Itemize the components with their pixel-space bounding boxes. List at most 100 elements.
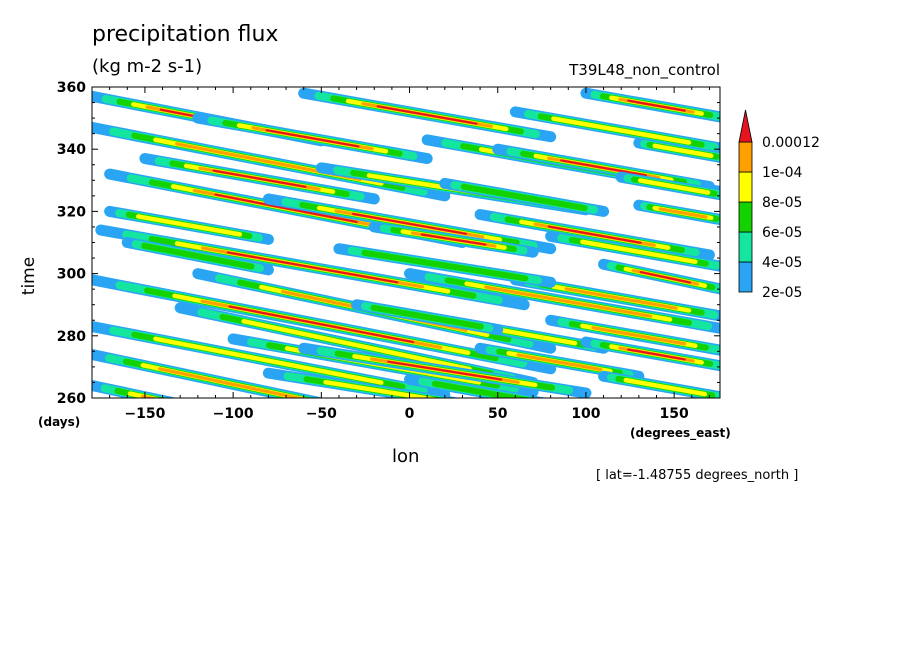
- precip-band: [439, 177, 610, 217]
- y-tick-label: 340: [57, 142, 86, 158]
- contour-level-5: [212, 169, 307, 188]
- contour-level-5: [226, 251, 399, 284]
- contour-level-2: [141, 242, 255, 270]
- precip-band: [121, 237, 274, 276]
- precip-band: [262, 367, 461, 398]
- colorbar-label: 4e-05: [762, 255, 802, 271]
- precip-band: [404, 268, 720, 334]
- chart-title: precipitation flux: [92, 22, 279, 47]
- contour-level-4: [158, 367, 306, 398]
- contour-level-5: [228, 305, 415, 344]
- y-tick-label: 300: [57, 267, 86, 283]
- contour-level-2: [370, 304, 484, 330]
- precip-band: [368, 221, 539, 258]
- contour-level-4: [591, 326, 687, 346]
- contour-level-5: [420, 233, 487, 246]
- contour-level-3: [638, 178, 711, 195]
- precip-band: [92, 348, 325, 398]
- precip-band: [580, 336, 720, 372]
- contour-level-4: [484, 285, 653, 318]
- y-tick-label: 260: [57, 391, 86, 407]
- precip-band: [95, 224, 530, 311]
- precip-band: [404, 373, 548, 398]
- precip-band: [474, 209, 715, 261]
- contour-level-5: [214, 193, 358, 224]
- precip-band: [633, 199, 720, 226]
- y-axis-unit: (days): [38, 415, 81, 429]
- contour-level-2: [361, 249, 529, 282]
- precip-band: [92, 320, 451, 398]
- colorbar-swatch: [738, 171, 753, 203]
- contour-level-5: [387, 360, 503, 381]
- colorbar-swatch: [738, 141, 753, 173]
- x-tick-label: −150: [124, 406, 165, 422]
- precip-band: [139, 153, 380, 205]
- x-axis-unit: (degrees_east): [630, 426, 731, 440]
- colorbar-label: 6e-05: [762, 225, 802, 241]
- contour-level-3: [551, 116, 692, 145]
- contour-level-5: [376, 105, 478, 125]
- colorbar-label: 0.00012: [762, 135, 820, 151]
- precip-band: [104, 205, 274, 245]
- colorbar-label: 2e-05: [762, 285, 802, 301]
- precip-band: [298, 342, 592, 398]
- contour-level-3: [241, 318, 472, 372]
- latitude-note: [ lat=-1.48755 degrees_north ]: [596, 468, 799, 483]
- x-tick-label: 150: [660, 406, 689, 422]
- x-tick-label: 100: [571, 406, 600, 422]
- contour-level-5: [627, 348, 686, 361]
- contour-level-4: [564, 287, 678, 310]
- y-tick-label: 360: [57, 80, 86, 96]
- y-tick-label: 320: [57, 204, 86, 220]
- precip-band: [545, 314, 720, 356]
- chart-units: (kg m-2 s-1): [92, 56, 203, 77]
- precip-band: [492, 143, 715, 193]
- colorbar-extend-arrow: [738, 109, 753, 143]
- precip-band: [351, 299, 504, 336]
- contour-level-5: [639, 271, 692, 284]
- precip-band: [598, 370, 720, 398]
- contour-level-5: [351, 212, 468, 235]
- precip-band: [545, 230, 720, 272]
- x-tick-label: 50: [488, 406, 508, 422]
- y-tick-label: 280: [57, 329, 86, 345]
- colorbar: 2e-05 4e-05 6e-05 8e-05 1e-04 0.00012: [738, 109, 820, 301]
- contour-level-5: [265, 129, 360, 148]
- precip-band: [262, 193, 557, 255]
- x-tick-label: 0: [405, 406, 415, 422]
- colorbar-swatch: [738, 201, 753, 233]
- contour-level-4: [516, 353, 603, 372]
- contour-level-3: [580, 239, 698, 265]
- contour-level-3: [135, 214, 243, 237]
- precip-band: [509, 106, 720, 154]
- precip-band: [474, 342, 645, 382]
- contour-level-5: [547, 225, 642, 244]
- precip-band: [298, 87, 557, 143]
- precip-band: [333, 243, 557, 288]
- contour-level-5: [627, 99, 686, 112]
- x-tick-label: −50: [306, 406, 337, 422]
- colorbar-swatch: [738, 261, 753, 293]
- precip-band: [598, 258, 720, 295]
- contour-level-3: [623, 377, 708, 397]
- contour-level-2: [431, 380, 533, 398]
- colorbar-label: 8e-05: [762, 195, 802, 211]
- contour-level-2: [460, 183, 588, 212]
- run-label: T39L48_non_control: [569, 61, 720, 79]
- contour-level-3: [323, 379, 440, 398]
- precip-band: [580, 87, 720, 123]
- colorbar-label: 1e-04: [762, 165, 802, 181]
- precip-band: [92, 380, 178, 398]
- axes: −150 −100 −50 0 50 100 150 260 280 300 320 340 360: [57, 80, 720, 422]
- x-tick-label: −100: [213, 406, 254, 422]
- contour-field: [92, 87, 720, 398]
- precip-band: [92, 274, 557, 375]
- contour-level-3: [153, 336, 384, 385]
- contour-level-3: [652, 143, 714, 158]
- contour-level-5: [560, 159, 648, 177]
- precip-band: [615, 171, 720, 201]
- precip-band: [633, 137, 720, 163]
- colorbar-swatch: [738, 231, 753, 263]
- precip-band: [192, 112, 433, 165]
